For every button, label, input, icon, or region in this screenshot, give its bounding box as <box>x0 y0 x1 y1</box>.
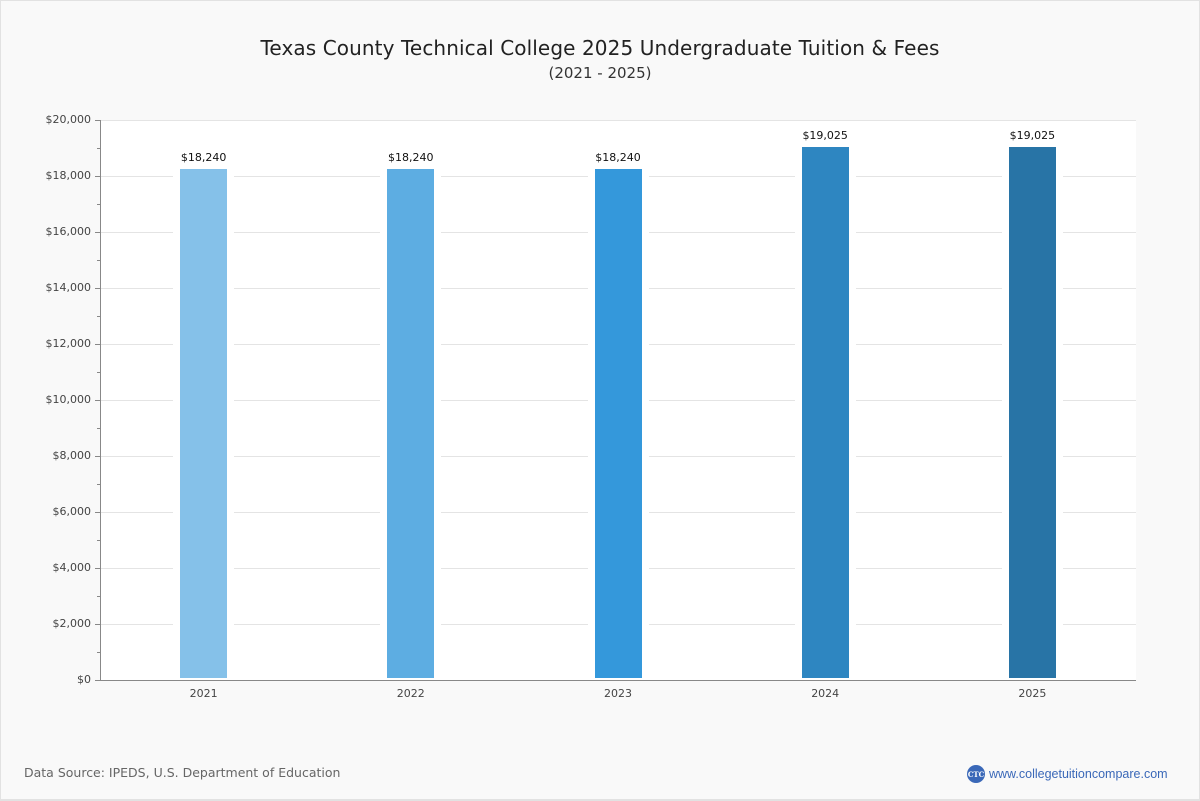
y-tick <box>95 232 100 233</box>
y-tick-label: $18,000 <box>45 169 92 182</box>
chart-title: Texas County Technical College 2025 Unde… <box>260 36 940 60</box>
y-tick-label: $6,000 <box>52 505 92 518</box>
brand-link[interactable]: CTC www.collegetuitioncompare.com <box>967 765 1168 783</box>
y-axis-line <box>100 120 101 681</box>
brand-url[interactable]: www.collegetuitioncompare.com <box>989 767 1168 781</box>
x-tick-label: 2021 <box>189 687 218 700</box>
y-tick <box>95 624 100 625</box>
bar-2025[interactable] <box>1008 147 1056 678</box>
y-tick-label: $10,000 <box>45 393 92 406</box>
grid-line <box>100 120 1136 121</box>
bar-2021[interactable] <box>180 169 228 678</box>
y-tick <box>95 344 100 345</box>
y-minor-tick <box>97 316 100 317</box>
y-tick <box>95 288 100 289</box>
y-tick-label: $20,000 <box>45 113 92 126</box>
ctc-logo-icon: CTC <box>967 765 985 783</box>
bar-2024[interactable] <box>801 147 849 678</box>
y-tick <box>95 512 100 513</box>
y-tick-label: $16,000 <box>45 225 92 238</box>
data-source-note: Data Source: IPEDS, U.S. Department of E… <box>24 765 341 780</box>
y-tick <box>95 120 100 121</box>
chart-subtitle: (2021 - 2025) <box>548 64 652 82</box>
x-tick-label: 2024 <box>811 687 840 700</box>
x-tick-label: 2023 <box>604 687 632 700</box>
y-tick-label: $4,000 <box>52 561 92 574</box>
y-tick-label: $14,000 <box>45 281 92 294</box>
y-minor-tick <box>97 204 100 205</box>
y-minor-tick <box>97 540 100 541</box>
x-axis-line <box>100 680 1136 681</box>
y-minor-tick <box>97 148 100 149</box>
x-tick-label: 2022 <box>396 687 425 700</box>
x-tick-label: 2025 <box>1018 687 1047 700</box>
y-tick <box>95 680 100 681</box>
y-minor-tick <box>97 428 100 429</box>
bar-value-label: $18,240 <box>180 151 227 165</box>
y-tick-label: $0 <box>77 673 91 686</box>
y-tick <box>95 400 100 401</box>
y-minor-tick <box>97 484 100 485</box>
bar-2023[interactable] <box>594 169 642 678</box>
bar-2022[interactable] <box>387 169 435 678</box>
bar-value-label: $19,025 <box>1009 129 1056 143</box>
y-minor-tick <box>97 652 100 653</box>
y-tick-label: $8,000 <box>52 449 92 462</box>
bar-value-label: $18,240 <box>595 151 641 165</box>
y-minor-tick <box>97 260 100 261</box>
y-tick <box>95 176 100 177</box>
y-tick-label: $12,000 <box>45 337 92 350</box>
bar-value-label: $19,025 <box>802 129 848 143</box>
y-minor-tick <box>97 372 100 373</box>
bar-value-label: $18,240 <box>388 151 434 165</box>
y-tick <box>95 456 100 457</box>
y-minor-tick <box>97 596 100 597</box>
y-tick <box>95 568 100 569</box>
y-tick-label: $2,000 <box>52 617 92 630</box>
